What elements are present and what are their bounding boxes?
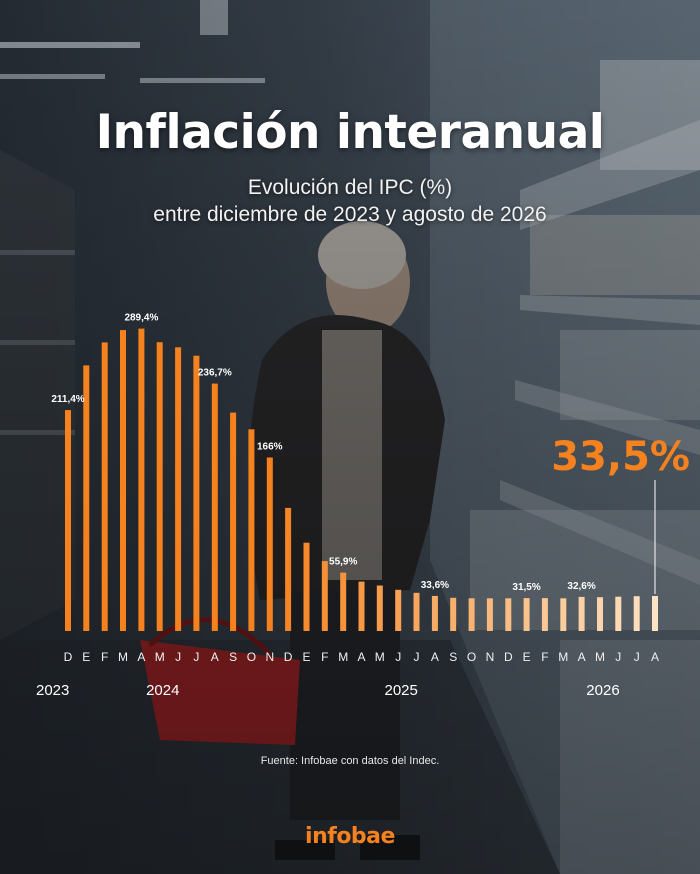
data-label: 55,9% bbox=[329, 557, 357, 568]
data-label: 166% bbox=[257, 442, 283, 453]
bar-8 bbox=[211, 383, 218, 631]
x-tick-label: O bbox=[247, 650, 256, 664]
x-tick-label: M bbox=[375, 650, 385, 664]
x-tick-label: D bbox=[504, 650, 513, 664]
bar-2 bbox=[101, 342, 108, 631]
bar-0 bbox=[65, 410, 71, 631]
x-tick-label: J bbox=[414, 650, 420, 664]
bar-30 bbox=[615, 596, 622, 631]
bar-32 bbox=[652, 596, 658, 631]
chart-subtitle-line2: entre diciembre de 2023 y agosto de 2026 bbox=[153, 203, 547, 226]
data-label: 31,5% bbox=[512, 582, 540, 593]
bar-28 bbox=[578, 596, 585, 631]
bar-15 bbox=[340, 572, 347, 631]
x-tick-label: A bbox=[431, 650, 439, 664]
x-tick-label: J bbox=[193, 650, 199, 664]
x-tick-label: J bbox=[395, 650, 401, 664]
bar-22 bbox=[468, 598, 475, 631]
bar-7 bbox=[193, 355, 200, 631]
bar-4 bbox=[138, 328, 145, 631]
x-tick-label: M bbox=[338, 650, 348, 664]
x-tick-label: D bbox=[64, 650, 73, 664]
x-tick-label: O bbox=[467, 650, 476, 664]
x-tick-label: A bbox=[357, 650, 365, 664]
data-label: 211,4% bbox=[51, 394, 84, 405]
x-tick-label: F bbox=[101, 650, 108, 664]
bar-10 bbox=[248, 429, 255, 631]
x-tick-label: A bbox=[651, 650, 659, 664]
bar-1 bbox=[83, 365, 90, 631]
x-tick-label: J bbox=[634, 650, 640, 664]
x-tick-label: A bbox=[137, 650, 145, 664]
x-tick-label: A bbox=[578, 650, 586, 664]
bar-16 bbox=[358, 581, 365, 631]
x-tick-label: F bbox=[541, 650, 548, 664]
x-tick-label: M bbox=[558, 650, 568, 664]
bar-25 bbox=[523, 598, 530, 631]
bar-19 bbox=[413, 592, 420, 631]
bar-26 bbox=[541, 598, 548, 631]
chart-title: Inflación interanual bbox=[95, 105, 605, 160]
bar-23 bbox=[486, 598, 493, 631]
bar-21 bbox=[450, 597, 457, 631]
data-label: 236,7% bbox=[198, 368, 232, 379]
bar-18 bbox=[395, 589, 402, 631]
bar-5 bbox=[156, 342, 163, 631]
x-tick-label: N bbox=[265, 650, 274, 664]
x-tick-label: E bbox=[523, 650, 531, 664]
bar-3 bbox=[120, 330, 126, 631]
bar-27 bbox=[560, 598, 567, 631]
source-note: Fuente: Infobae con datos del Indec. bbox=[260, 755, 440, 767]
bar-12 bbox=[285, 507, 292, 631]
x-tick-label: M bbox=[118, 650, 128, 664]
data-label: 32,6% bbox=[567, 581, 595, 592]
x-tick-label: N bbox=[486, 650, 495, 664]
infobae-logo: infobae bbox=[305, 824, 395, 849]
x-tick-label: M bbox=[595, 650, 605, 664]
bar-24 bbox=[505, 598, 512, 631]
bar-6 bbox=[175, 347, 182, 631]
bar-29 bbox=[597, 597, 603, 631]
bar-31 bbox=[633, 596, 640, 631]
x-tick-label: D bbox=[284, 650, 293, 664]
x-tick-label: J bbox=[175, 650, 181, 664]
bar-17 bbox=[376, 585, 383, 631]
x-tick-label: M bbox=[155, 650, 165, 664]
year-label: 2025 bbox=[385, 682, 418, 699]
year-label: 2024 bbox=[146, 682, 179, 699]
highlight-value-label: 33,5% bbox=[551, 434, 690, 480]
year-label: 2023 bbox=[36, 682, 69, 699]
chart-subtitle-line1: Evolución del IPC (%) bbox=[247, 176, 453, 199]
x-tick-label: S bbox=[449, 650, 457, 664]
bar-9 bbox=[230, 412, 237, 631]
x-tick-label: A bbox=[211, 650, 219, 664]
bar-13 bbox=[303, 542, 310, 631]
x-tick-label: F bbox=[321, 650, 328, 664]
x-tick-label: S bbox=[229, 650, 237, 664]
x-tick-label: E bbox=[82, 650, 90, 664]
year-label: 2026 bbox=[586, 682, 619, 699]
bar-20 bbox=[431, 595, 438, 631]
bar-11 bbox=[266, 457, 273, 631]
x-tick-label: J bbox=[615, 650, 621, 664]
data-label: 33,6% bbox=[421, 580, 449, 591]
bar-14 bbox=[321, 561, 328, 631]
x-tick-label: E bbox=[302, 650, 310, 664]
data-label: 289,4% bbox=[124, 313, 158, 324]
